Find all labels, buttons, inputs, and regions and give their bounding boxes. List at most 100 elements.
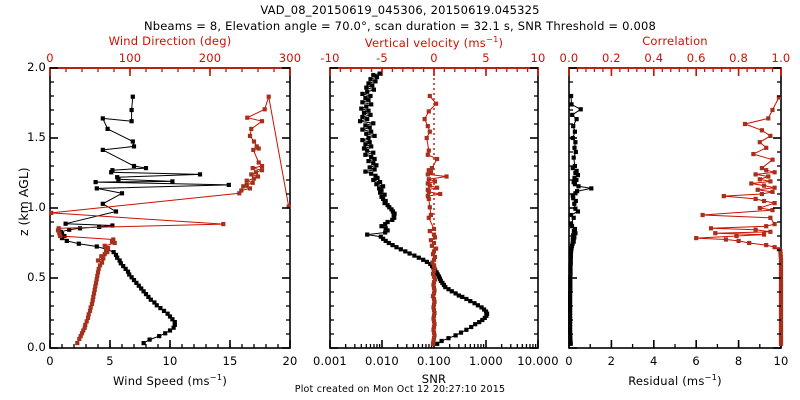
panel3-xtick-top: 1.0: [771, 51, 791, 65]
panel1-data-point: [143, 166, 149, 171]
panel2-data-point: [426, 168, 431, 173]
panel2-data-point: [431, 240, 437, 246]
panel1-data-point: [146, 294, 151, 299]
panel3-data-point: [772, 245, 777, 250]
panel3-data-point: [778, 330, 784, 335]
panel3-data-point: [759, 166, 764, 171]
panel1-data-point: [79, 331, 85, 336]
panel3-data-point: [570, 112, 575, 117]
panel1-data-point: [244, 182, 249, 187]
panel3-data-point: [772, 222, 777, 227]
panel3-data-point: [753, 172, 758, 177]
panel3-data-point: [759, 128, 764, 133]
panel2-data-point: [431, 319, 437, 324]
panel2-data-point: [360, 100, 365, 105]
panel2-data-point: [390, 243, 395, 248]
panel3-data-point: [568, 260, 573, 265]
panel2-xtick-bottom: 0.001: [313, 354, 347, 368]
panel3-data-point: [778, 336, 784, 341]
panel1-data-point: [123, 266, 128, 271]
panel1-xtick-top: 300: [278, 51, 302, 65]
panel3-data-point: [770, 107, 775, 113]
panel1-data-point: [49, 210, 54, 215]
panel2-data-point: [431, 313, 437, 318]
panel2-data-point: [371, 72, 376, 78]
panel1-data-point: [91, 294, 96, 299]
panel3-data-point: [571, 124, 576, 129]
panel2-data-point: [431, 327, 436, 332]
panel2-data-point: [383, 230, 388, 235]
panel3-data-point: [778, 274, 784, 279]
panel3-data-point: [571, 196, 576, 201]
panel2-data-point: [432, 266, 437, 271]
panel3-data-point: [778, 252, 783, 257]
plot-created-footer: Plot created on Mon Oct 12 20:27:10 2015: [294, 384, 506, 395]
panel2-data-point: [367, 140, 372, 145]
panel2-data-point: [373, 79, 378, 84]
panel3-data-point: [778, 308, 784, 313]
panel2-data-point: [371, 150, 376, 155]
panel3-data-point: [570, 241, 575, 246]
panel2-data-point: [364, 104, 369, 109]
panel1-data-point: [197, 172, 203, 177]
panel3-data-point: [568, 316, 573, 321]
panel2-data-point: [429, 243, 434, 248]
panel3-data-point: [568, 305, 573, 310]
panel2-data-point: [374, 75, 380, 80]
panel1-data-point: [172, 322, 177, 327]
panel3-data-point: [575, 189, 580, 194]
panel1-data-point: [110, 223, 115, 228]
panel1-xtick-bottom: 5: [106, 354, 114, 368]
panel1-data-point: [147, 337, 152, 342]
panel3-data-point: [761, 198, 767, 204]
panel3-xtick-top: 0.6: [686, 51, 706, 65]
panel2-data-point: [363, 96, 368, 101]
panel3-data-point: [568, 330, 573, 335]
panel3-data-point: [778, 327, 784, 332]
panel3-data-point: [768, 133, 773, 138]
panel2-data-point: [431, 296, 437, 302]
panel2-data-point: [449, 289, 454, 294]
panel2-data-point: [360, 114, 365, 120]
panel1-data-point: [127, 272, 132, 277]
panel3-data-point: [568, 327, 573, 332]
panel3-data-point: [778, 324, 784, 330]
panel3-data-point: [573, 231, 578, 236]
panel3-xlabel-top: Correlation: [642, 34, 708, 48]
panel3-data-point: [778, 260, 784, 265]
panel2-data-point: [389, 207, 394, 212]
panel1-data-point: [118, 261, 123, 266]
panel3-data-point: [778, 313, 784, 318]
y-axis-tick: 0.0: [27, 340, 46, 354]
panel3-data-point: [742, 121, 748, 127]
panel2-data-point: [460, 294, 465, 299]
panel2-xlabel-top: Vertical velocity (ms−1): [364, 34, 504, 50]
panel2-data-point: [369, 171, 374, 176]
panel1-data-point: [148, 297, 153, 302]
panel3-data-point: [778, 277, 784, 282]
panel2-data-point: [374, 163, 379, 168]
panel3-xtick-top: 0.2: [601, 51, 621, 65]
panel3-data-point: [570, 166, 575, 171]
panel1-data-point: [259, 119, 265, 124]
y-axis-tick: 0.5: [27, 270, 46, 284]
panel3-data-point: [772, 185, 777, 190]
panel3-data-point: [568, 285, 573, 290]
panel1-data-point: [77, 226, 83, 231]
panel2-xtick-bottom: 1.000: [469, 354, 503, 368]
panel1-data-point: [221, 222, 226, 227]
panel3-data-point: [753, 227, 758, 232]
panel2-data-point: [358, 119, 363, 124]
panel1-xlabel-top: Wind Direction (deg): [108, 34, 232, 48]
panel1-data-point: [259, 168, 265, 173]
panel3-data-point: [568, 324, 573, 330]
panel3-data-point: [778, 341, 784, 346]
panel2-data-point: [426, 215, 431, 220]
panel1-data-point: [251, 176, 257, 181]
panel2-data-point: [369, 129, 374, 134]
panel1-xtick-bottom: 15: [222, 354, 238, 368]
panel2-data-point: [373, 173, 378, 178]
panel2-data-point: [366, 98, 371, 103]
panel2-data-point: [372, 156, 377, 162]
panel2-data-point: [369, 102, 374, 107]
